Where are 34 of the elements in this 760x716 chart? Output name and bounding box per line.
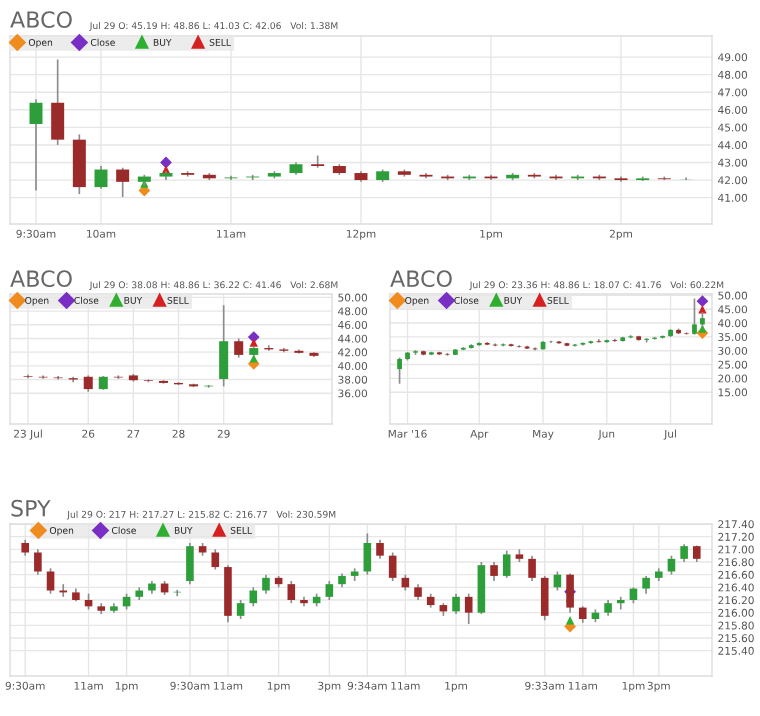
candlestick bbox=[477, 561, 486, 615]
candlestick bbox=[34, 548, 42, 576]
candlestick bbox=[186, 542, 194, 586]
candlestick bbox=[211, 548, 220, 571]
candlestick bbox=[363, 532, 372, 576]
candlestick bbox=[490, 561, 498, 582]
candlestick bbox=[540, 575, 549, 622]
candlestick bbox=[388, 551, 397, 582]
candlestick bbox=[502, 549, 511, 579]
candlestick bbox=[236, 599, 245, 620]
candlestick bbox=[234, 337, 244, 359]
point bbox=[160, 156, 172, 169]
candlestick bbox=[397, 356, 402, 385]
candlestick bbox=[667, 554, 676, 576]
candlestick bbox=[72, 133, 86, 195]
candlestick bbox=[116, 166, 130, 198]
chart-title: ABCO bbox=[10, 270, 72, 288]
candlestick bbox=[325, 580, 334, 601]
candlestick bbox=[376, 538, 384, 560]
candlestick bbox=[249, 586, 258, 608]
candlestick bbox=[287, 580, 296, 605]
candlestick bbox=[311, 154, 325, 169]
candlestick bbox=[616, 595, 625, 611]
chart-title: ABCO bbox=[10, 11, 72, 28]
chart-title: SPY bbox=[11, 499, 51, 517]
candlestick bbox=[94, 165, 108, 190]
chart-title: ABCO bbox=[390, 270, 452, 288]
candlestick bbox=[692, 297, 697, 336]
candlestick bbox=[528, 554, 536, 582]
candlestick bbox=[464, 592, 473, 625]
candlestick bbox=[46, 567, 55, 595]
candlestick bbox=[452, 592, 460, 615]
candlestick bbox=[51, 58, 65, 146]
candlestick bbox=[262, 573, 270, 595]
